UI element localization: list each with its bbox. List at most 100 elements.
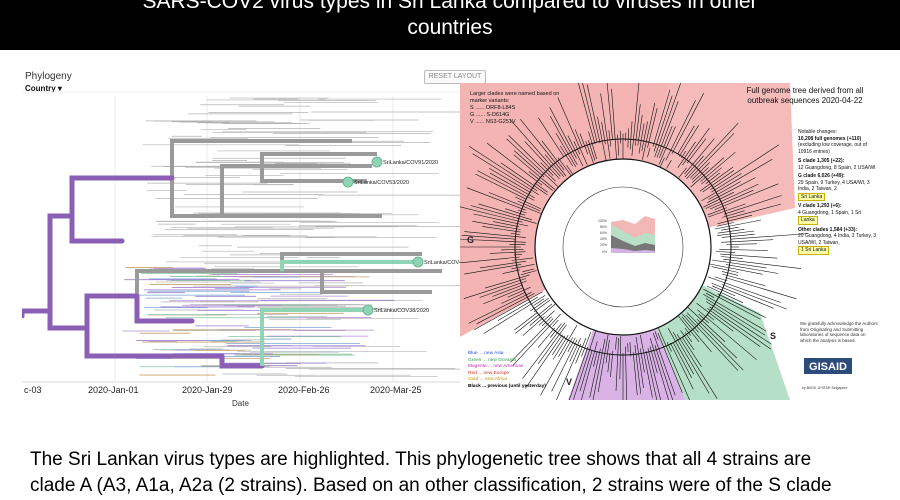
legend-item: Blue ... new Asia <box>468 351 504 356</box>
radial-branch <box>690 133 735 179</box>
strain-label: SriLanka/COV48 <box>424 260 465 266</box>
radial-branch <box>461 235 516 240</box>
radial-branch <box>475 173 527 200</box>
other-clades-count: Other clades 1,584 (+33): <box>798 226 858 233</box>
radial-branch <box>552 335 569 360</box>
radial-branch <box>649 337 669 400</box>
axis-tick: 2020-Jan-01 <box>88 385 139 395</box>
inset-tick: 80% <box>600 225 607 229</box>
radial-branch <box>701 158 773 202</box>
strain-tip-cov48 <box>412 256 424 268</box>
radial-branch <box>659 157 665 168</box>
color-by-dropdown[interactable]: Country ▾ <box>25 84 62 93</box>
clade-s-count: S clade 1,305 (+22): <box>798 158 845 164</box>
radial-branch <box>708 181 742 200</box>
highlight-branch <box>280 260 416 271</box>
trunk-branch <box>219 353 265 369</box>
radial-branch <box>500 162 548 196</box>
grey-branch <box>135 269 442 296</box>
radial-branch <box>697 309 757 360</box>
inset-area-other <box>611 235 655 253</box>
radial-branch <box>529 303 556 326</box>
radial-branch <box>726 243 758 245</box>
inset-tick: 0% <box>602 250 607 254</box>
slide-title-line-2: countries <box>407 16 493 39</box>
strain-tip-cov53 <box>342 176 354 188</box>
radial-branch <box>489 172 535 199</box>
radial-branch <box>709 263 763 275</box>
radial-branch <box>520 119 567 177</box>
radial-branch <box>723 195 782 215</box>
radial-branch <box>711 259 767 269</box>
gisaid-logo-text: GISAID <box>809 361 847 373</box>
radial-branch <box>709 306 772 350</box>
radial-branch <box>479 280 527 298</box>
radial-branch <box>568 347 589 400</box>
slide-title-bar: SARS-COV2 virus types in Sri Lanka compa… <box>0 0 900 50</box>
radial-branch <box>492 284 524 297</box>
radial-branch <box>615 337 619 391</box>
radial-branch <box>512 313 562 366</box>
notable-title: Notable changes: <box>798 129 837 135</box>
radial-tree: 100% 80% 60% 40% 20% 0% G S V GISAID by … <box>460 83 852 400</box>
axis-tick: 2020-Mar-25 <box>370 385 422 395</box>
sri-lanka-tips <box>342 156 424 316</box>
radial-branch <box>684 138 715 175</box>
color-by-value: Country <box>25 84 56 93</box>
radial-branch <box>501 291 526 304</box>
reset-layout-button[interactable]: RESET LAYOUT <box>424 70 486 84</box>
radial-branch <box>653 333 676 396</box>
radial-branch <box>597 116 607 161</box>
radial-branch <box>541 140 565 171</box>
radial-branch <box>558 325 578 358</box>
radial-branch <box>667 328 694 375</box>
radial-branch <box>537 327 555 348</box>
radial-branch <box>617 134 619 156</box>
inset-tick: 100% <box>598 219 607 223</box>
radial-branch <box>717 222 734 227</box>
chevron-down-icon: ▾ <box>57 84 62 93</box>
axis-tick: 2020-Feb-26 <box>278 385 330 395</box>
radial-branch <box>615 336 617 350</box>
radial-branch <box>701 167 722 185</box>
radial-branch <box>515 196 542 210</box>
radial-branch <box>723 258 802 269</box>
grey-branch <box>220 164 372 216</box>
radial-branch <box>681 316 712 353</box>
radial-branch <box>647 348 661 400</box>
radial-branch <box>506 138 559 188</box>
radial-branch <box>721 233 755 238</box>
radial-branch <box>582 83 598 143</box>
radial-branch <box>726 264 779 274</box>
radial-branch <box>685 314 739 371</box>
radial-branch <box>641 121 648 152</box>
radial-branch <box>681 336 702 367</box>
radial-branch <box>460 206 523 223</box>
radial-branch <box>647 147 651 158</box>
radial-branch <box>588 140 596 161</box>
radial-branch <box>477 170 535 201</box>
radial-branch <box>710 144 780 191</box>
radial-branch <box>708 203 746 218</box>
radial-branch <box>533 298 545 306</box>
radial-branch <box>566 165 573 175</box>
radial-branch <box>573 331 596 400</box>
radial-branch <box>608 130 612 147</box>
radial-branch <box>658 126 676 165</box>
grey-branch <box>260 166 367 183</box>
grey-branch <box>320 271 432 294</box>
clade-g-detail: 29 Spain, 9 Turkey, 4 USA/WI, 3 India, 2… <box>798 179 870 193</box>
radial-branch <box>629 121 633 150</box>
radial-branch <box>642 103 656 160</box>
radial-branch <box>657 332 683 394</box>
marker-v: V ...... NS3-G251V <box>470 119 516 125</box>
radial-branch <box>533 299 551 312</box>
radial-branch <box>705 292 715 298</box>
radial-branch <box>524 141 560 180</box>
radial-branch <box>557 97 588 166</box>
clade-naming-note: Larger clades were named based on marker… <box>470 91 570 126</box>
radial-branch <box>670 342 694 390</box>
grey-branch <box>170 139 352 178</box>
radial-branch <box>522 322 566 379</box>
axis-tick: c-03 <box>24 385 42 395</box>
